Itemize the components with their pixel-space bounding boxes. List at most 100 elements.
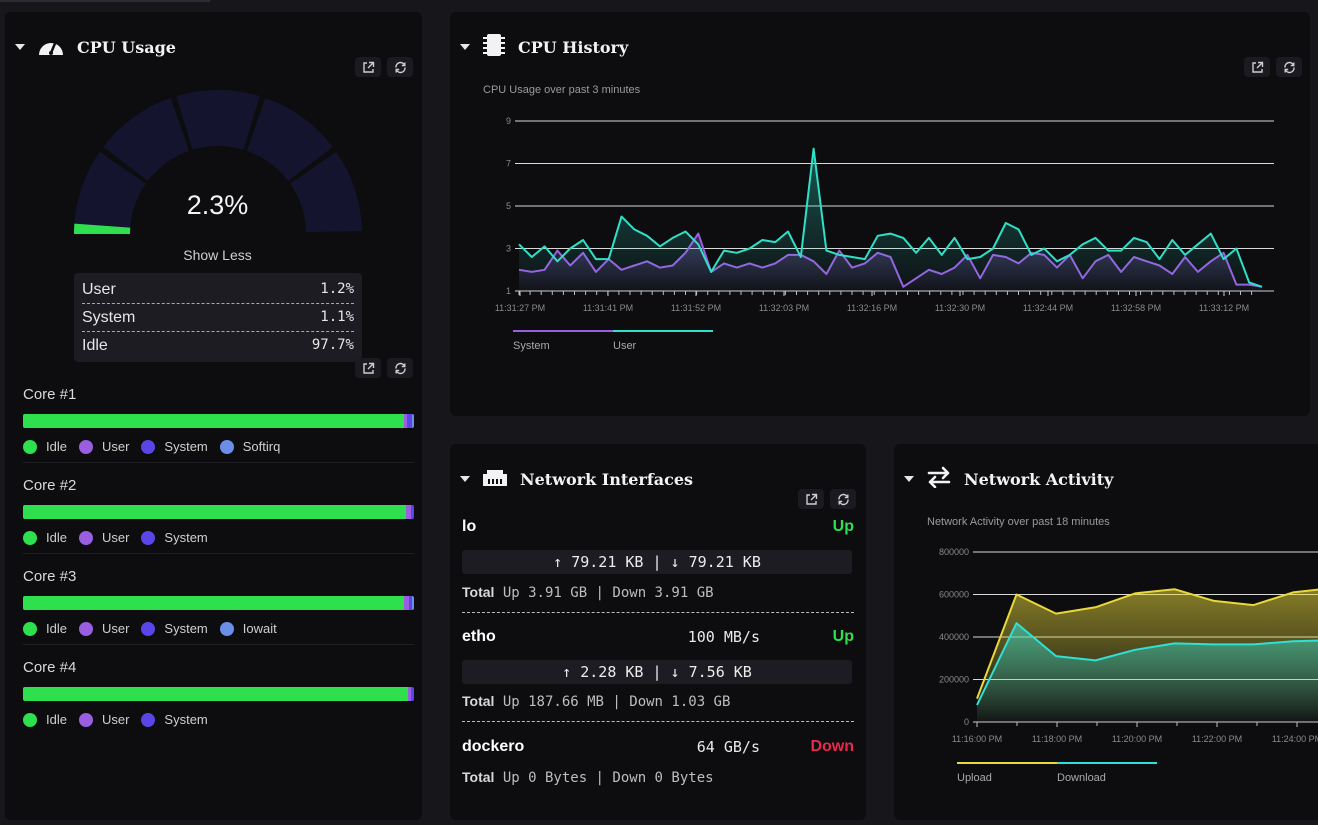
x-tick-label: 11:32:30 PM xyxy=(935,303,985,313)
interface-name: dockero xyxy=(462,738,525,755)
stat-row-system: System 1.1% xyxy=(82,303,354,331)
y-tick-label: 400000 xyxy=(939,632,969,642)
legend-item[interactable]: Softirq xyxy=(219,439,281,454)
legend-dot xyxy=(78,621,93,636)
network-activity-header[interactable]: Network Activity xyxy=(904,458,1113,500)
series-line xyxy=(976,588,1318,699)
legend-label: Softirq xyxy=(242,439,281,454)
legend-label: System xyxy=(164,439,208,454)
legend-label: User xyxy=(101,621,130,636)
gauge-segment xyxy=(103,98,190,181)
interface-name: etho xyxy=(462,628,496,645)
network-interfaces-header[interactable]: Network Interfaces xyxy=(460,458,693,500)
core-title: Core #1 xyxy=(23,386,77,403)
legend-item[interactable]: Idle xyxy=(23,712,67,727)
y-tick-label: 600000 xyxy=(939,590,969,600)
open-external-button[interactable] xyxy=(355,358,381,378)
refresh-button[interactable] xyxy=(830,489,856,509)
open-external-button[interactable] xyxy=(798,489,824,509)
legend-item[interactable]: Idle xyxy=(23,530,67,545)
refresh-button[interactable] xyxy=(387,57,413,77)
cpu-history-header[interactable]: CPU History xyxy=(460,26,628,68)
interface-totals: Total Up 187.66 MB | Down 1.03 GB xyxy=(462,693,730,710)
legend-item[interactable]: System xyxy=(141,621,208,636)
series-line xyxy=(518,147,1263,288)
open-external-button[interactable] xyxy=(1244,57,1270,77)
cpu-history-toolbar xyxy=(1244,57,1302,77)
legend-item[interactable]: Idle xyxy=(23,621,67,636)
external-link-icon xyxy=(805,493,817,505)
collapse-caret-icon[interactable] xyxy=(460,476,470,482)
legend-label: User xyxy=(101,712,130,727)
top-divider xyxy=(0,0,210,2)
legend-dot xyxy=(23,621,37,636)
legend-item[interactable]: User xyxy=(78,712,130,727)
core-bar-segment xyxy=(410,505,414,519)
show-less-toggle[interactable]: Show Less xyxy=(183,247,252,263)
stat-label: Idle xyxy=(82,337,108,354)
x-tick-label: 11:22:00 PM xyxy=(1192,734,1242,744)
collapse-caret-icon[interactable] xyxy=(15,44,25,50)
legend-item[interactable]: User xyxy=(78,621,130,636)
core-legend: Idle User System xyxy=(23,530,414,545)
core-legend: Idle User System xyxy=(23,712,414,727)
panel-title: CPU Usage xyxy=(77,37,176,57)
legend-item[interactable]: User xyxy=(78,530,129,545)
interface-state: Up xyxy=(832,628,854,645)
stat-row-user: User 1.2% xyxy=(82,276,354,303)
cpu-history-panel: CPU History CPU Usage over past 3 minute… xyxy=(450,12,1310,416)
interface-totals: Total Up 0 Bytes | Down 0 Bytes xyxy=(462,769,714,786)
x-tick-label: 11:31:41 PM xyxy=(583,303,633,313)
legend-item[interactable]: Idle xyxy=(23,439,67,454)
x-tick-label: 11:18:00 PM xyxy=(1032,734,1082,744)
series-area xyxy=(519,148,1262,291)
cpu-gauge xyxy=(74,90,362,234)
y-tick-label: 200000 xyxy=(939,675,969,685)
x-tick-label: 11:32:03 PM xyxy=(759,303,809,313)
legend-item[interactable]: User xyxy=(78,439,129,454)
stat-value: 1.2% xyxy=(320,281,354,297)
refresh-icon xyxy=(394,61,406,73)
legend-item[interactable]: System xyxy=(141,439,208,454)
interface-totals: Total Up 3.91 GB | Down 3.91 GB xyxy=(462,584,714,601)
total-label: Total xyxy=(462,769,495,785)
refresh-button[interactable] xyxy=(387,358,413,378)
core-bar-segment xyxy=(23,687,408,701)
core-divider xyxy=(23,545,414,554)
legend-dot xyxy=(23,439,37,454)
legend-item[interactable]: System xyxy=(141,530,208,545)
y-tick-label: 9 xyxy=(506,116,511,126)
refresh-button[interactable] xyxy=(1276,57,1302,77)
interface-rates: ↑ 2.28 KB | ↓ 7.56 KB xyxy=(462,660,852,684)
legend-label: Idle xyxy=(46,712,67,727)
core-bar-segment xyxy=(23,505,407,519)
core-usage-bar xyxy=(23,414,414,428)
gauge-segment xyxy=(74,151,146,233)
gauge-icon xyxy=(37,33,65,62)
legend-dot xyxy=(141,439,156,454)
gauge-value: 2.3% xyxy=(186,190,249,220)
legend-dot xyxy=(141,712,156,727)
legend-label: Idle xyxy=(46,530,67,545)
legend-item[interactable]: Iowait xyxy=(219,621,277,636)
legend-label: System xyxy=(164,621,208,636)
core-usage-bar xyxy=(23,687,414,701)
panel-title: Network Interfaces xyxy=(520,469,694,489)
cpu-usage-header[interactable]: CPU Usage xyxy=(15,26,176,68)
interface-state: Down xyxy=(810,738,854,755)
collapse-caret-icon[interactable] xyxy=(904,476,914,482)
core-divider xyxy=(23,636,414,645)
legend-item[interactable]: System xyxy=(141,712,208,727)
core-row: Core #2 Idle User System xyxy=(23,477,414,554)
x-tick-label: 11:33:12 PM xyxy=(1199,303,1249,313)
core-bar-segment xyxy=(406,505,411,519)
network-activity-chart: Network Activity over past 18 minutes 0 20… xyxy=(927,516,1318,784)
core-bar-segment xyxy=(410,687,414,701)
collapse-caret-icon[interactable] xyxy=(460,44,470,50)
legend-dot xyxy=(23,712,37,727)
x-tick-label: 11:32:58 PM xyxy=(1111,303,1161,313)
interface-speed: 100 MB/s xyxy=(687,628,760,646)
open-external-button[interactable] xyxy=(355,57,381,77)
legend-dot xyxy=(23,530,37,545)
external-link-icon xyxy=(1251,61,1263,73)
